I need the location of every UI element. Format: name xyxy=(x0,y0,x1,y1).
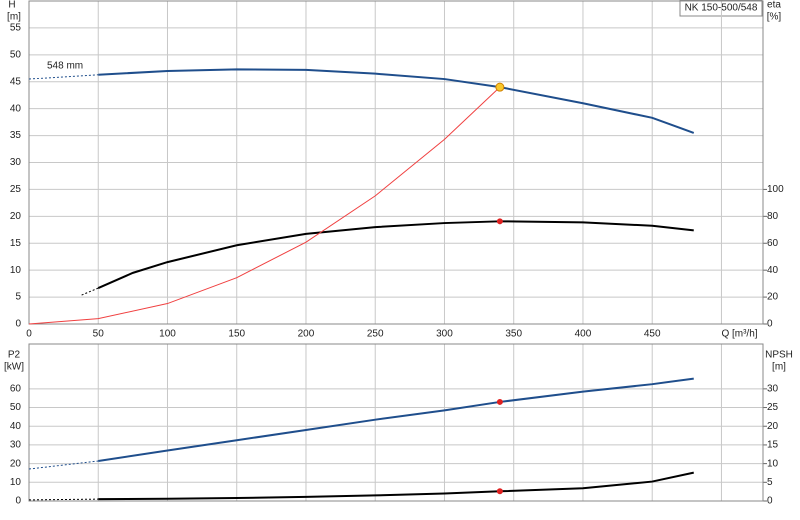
y2-tick-label: 20 xyxy=(767,421,779,432)
y2-tick-label: 25 xyxy=(767,402,779,413)
curve xyxy=(28,498,99,501)
x-tick-label: 200 xyxy=(298,329,315,340)
curve xyxy=(28,86,501,325)
curve xyxy=(81,287,99,296)
curve xyxy=(28,74,99,80)
y-tick-label: 25 xyxy=(10,184,22,195)
y-tick-label: 10 xyxy=(10,265,22,276)
x-tick-label: 250 xyxy=(367,329,384,340)
duty-point xyxy=(496,218,503,225)
y-tick-label: 55 xyxy=(10,23,22,34)
x-tick-label: 400 xyxy=(575,329,592,340)
duty-point xyxy=(495,82,505,92)
y2-tick-label: 100 xyxy=(767,184,784,195)
y2-unit: [m] xyxy=(772,362,786,373)
duty-point xyxy=(496,488,503,495)
x-tick-label: 150 xyxy=(228,329,245,340)
y-tick-label: 20 xyxy=(10,211,22,222)
y-tick-label: 20 xyxy=(10,458,22,469)
y-tick-label: 50 xyxy=(10,49,22,60)
y-tick-label: 40 xyxy=(10,103,22,114)
y-tick-label: 35 xyxy=(10,130,22,141)
x-tick-label: 300 xyxy=(436,329,453,340)
y-tick-label: 60 xyxy=(10,383,22,394)
y2-unit: [%] xyxy=(767,12,782,23)
y2-tick-label: 40 xyxy=(767,265,779,276)
y-label: H xyxy=(8,0,15,11)
y-tick-label: 50 xyxy=(10,402,22,413)
y2-tick-label: 0 xyxy=(767,319,773,330)
y-tick-label: 10 xyxy=(10,477,22,488)
y2-tick-label: 20 xyxy=(767,292,779,303)
y-unit: [m] xyxy=(7,12,21,23)
x-tick-label: Q [m³/h] xyxy=(721,329,757,340)
y2-tick-label: 15 xyxy=(767,440,779,451)
x-tick-label: 0 xyxy=(26,329,32,340)
y-tick-label: 40 xyxy=(10,421,22,432)
plot-frame xyxy=(28,0,764,325)
y2-tick-label: 5 xyxy=(767,477,773,488)
curve xyxy=(98,471,694,501)
y2-label: eta xyxy=(767,0,781,11)
y2-tick-label: 80 xyxy=(767,211,779,222)
y-label: P2 xyxy=(8,350,21,361)
curve xyxy=(98,68,695,134)
y-tick-label: 30 xyxy=(10,440,22,451)
y-tick-label: 45 xyxy=(10,76,22,87)
y2-tick-label: 30 xyxy=(767,383,779,394)
y-tick-label: 0 xyxy=(15,319,21,330)
annotation: 548 mm xyxy=(47,61,83,72)
curve xyxy=(28,460,99,470)
x-tick-label: 100 xyxy=(159,329,176,340)
plot-frame xyxy=(28,343,764,502)
duty-point xyxy=(496,398,503,405)
y2-tick-label: 60 xyxy=(767,238,779,249)
x-tick-label: 450 xyxy=(644,329,661,340)
y2-tick-label: 10 xyxy=(767,458,779,469)
x-tick-label: 50 xyxy=(93,329,105,340)
y-tick-label: 0 xyxy=(15,496,21,507)
y-unit: [kW] xyxy=(4,362,24,373)
x-tick-label: 350 xyxy=(505,329,522,340)
y2-label: NPSH xyxy=(765,350,793,361)
y-tick-label: 15 xyxy=(10,238,22,249)
y-tick-label: 5 xyxy=(15,292,21,303)
curve xyxy=(98,377,694,462)
y-tick-label: 30 xyxy=(10,157,22,168)
curve xyxy=(97,220,694,289)
y2-tick-label: 0 xyxy=(767,496,773,507)
